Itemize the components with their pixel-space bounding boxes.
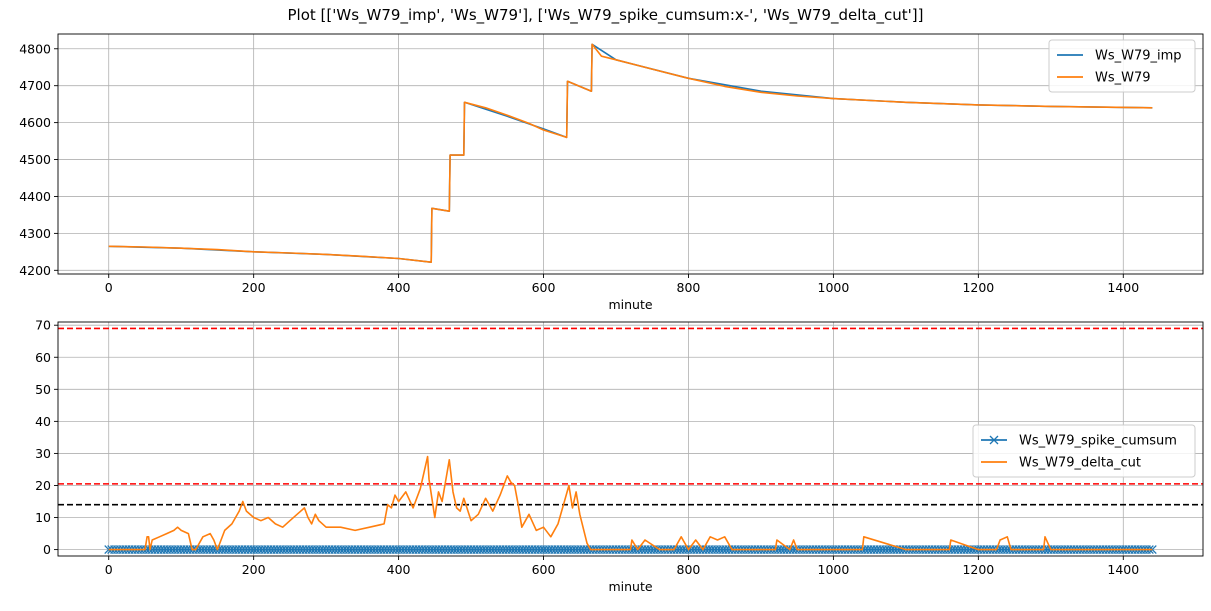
plot1-ytick-label: 4200 [19, 263, 51, 278]
plot1-legend-label: Ws_W79_imp [1095, 49, 1182, 64]
plot1-axes: 0 200 400 600 800 1000 1200 1400 4200 4300 4400 450… [19, 33, 1204, 312]
plot2-ytick-label: 40 [35, 414, 51, 429]
plot2-xtick-label: 1000 [818, 562, 850, 577]
plot2-frame [57, 321, 1204, 557]
plot2-xtick-label: 1200 [962, 562, 994, 577]
plot1-ytick-label: 4300 [19, 226, 51, 241]
plot1-xtick-label: 0 [105, 280, 113, 295]
plot1-legend: Ws_W79_imp Ws_W79 [1048, 39, 1196, 93]
plot1-series-ws-w79-line [108, 43, 1153, 263]
plot2-xtick-label: 400 [387, 562, 411, 577]
plot2-ytick-label: 70 [35, 318, 51, 333]
plot2-axes: 0 200 400 600 800 1000 1200 1400 0 10 20 30 40 50 60 70… [35, 318, 1204, 594]
plot2-ytick-label: 60 [35, 350, 51, 365]
plot2-legend-box [972, 424, 1196, 478]
plot1-xtick-label: 1000 [818, 280, 850, 295]
plot2-ytick-label: 50 [35, 382, 51, 397]
plot1-ytick-label: 4600 [19, 115, 51, 130]
plot1-ytick-label: 4800 [19, 41, 51, 56]
plot2-xlabel: minute [608, 579, 652, 594]
plot1-legend-label: Ws_W79 [1095, 71, 1151, 86]
plot1-xtick-label: 400 [387, 280, 411, 295]
plot2-ytick-label: 10 [35, 510, 51, 525]
figure-title: Plot [['Ws_W79_imp', 'Ws_W79'], ['Ws_W79… [287, 6, 924, 24]
plot2-xtick-label: 600 [532, 562, 556, 577]
plot2-legend-label: Ws_W79_spike_cumsum [1019, 434, 1177, 449]
plot1-legend-box [1048, 39, 1196, 93]
plot2-legend-label: Ws_W79_delta_cut [1019, 456, 1141, 471]
plot1-xtick-label: 800 [677, 280, 701, 295]
plot2-xtick-label: 1400 [1107, 562, 1139, 577]
plot2-series-ws-w79-spike-cumsum-markers [104, 545, 1157, 555]
plot2-legend: Ws_W79_spike_cumsum Ws_W79_delta_cut [972, 424, 1196, 478]
plot1-series-ws-w79-imp-line [108, 43, 1153, 263]
plot1-xtick-label: 600 [532, 280, 556, 295]
plot1-ytick-label: 4500 [19, 152, 51, 167]
plot2-ytick-label: 20 [35, 478, 51, 493]
plot2-plot-area [104, 455, 1157, 555]
plot2-legend-marker [989, 435, 999, 445]
plot2-series-ws-w79-delta-cut-line [108, 455, 1153, 551]
plot1-frame [57, 33, 1204, 275]
plot2-xtick-label: 200 [242, 562, 266, 577]
plot1-xtick-label: 1200 [962, 280, 994, 295]
plot2-ytick-label: 0 [43, 542, 51, 557]
plot2-xtick-label: 800 [677, 562, 701, 577]
plot2-xtick-label: 0 [105, 562, 113, 577]
plot1-ytick-label: 4700 [19, 78, 51, 93]
plot1-plot-area [108, 43, 1153, 263]
plot1-xtick-label: 1400 [1107, 280, 1139, 295]
plot1-xtick-label: 200 [242, 280, 266, 295]
plot2-ytick-label: 30 [35, 446, 51, 461]
plot1-ytick-label: 4400 [19, 189, 51, 204]
plot1-xlabel: minute [608, 297, 652, 312]
